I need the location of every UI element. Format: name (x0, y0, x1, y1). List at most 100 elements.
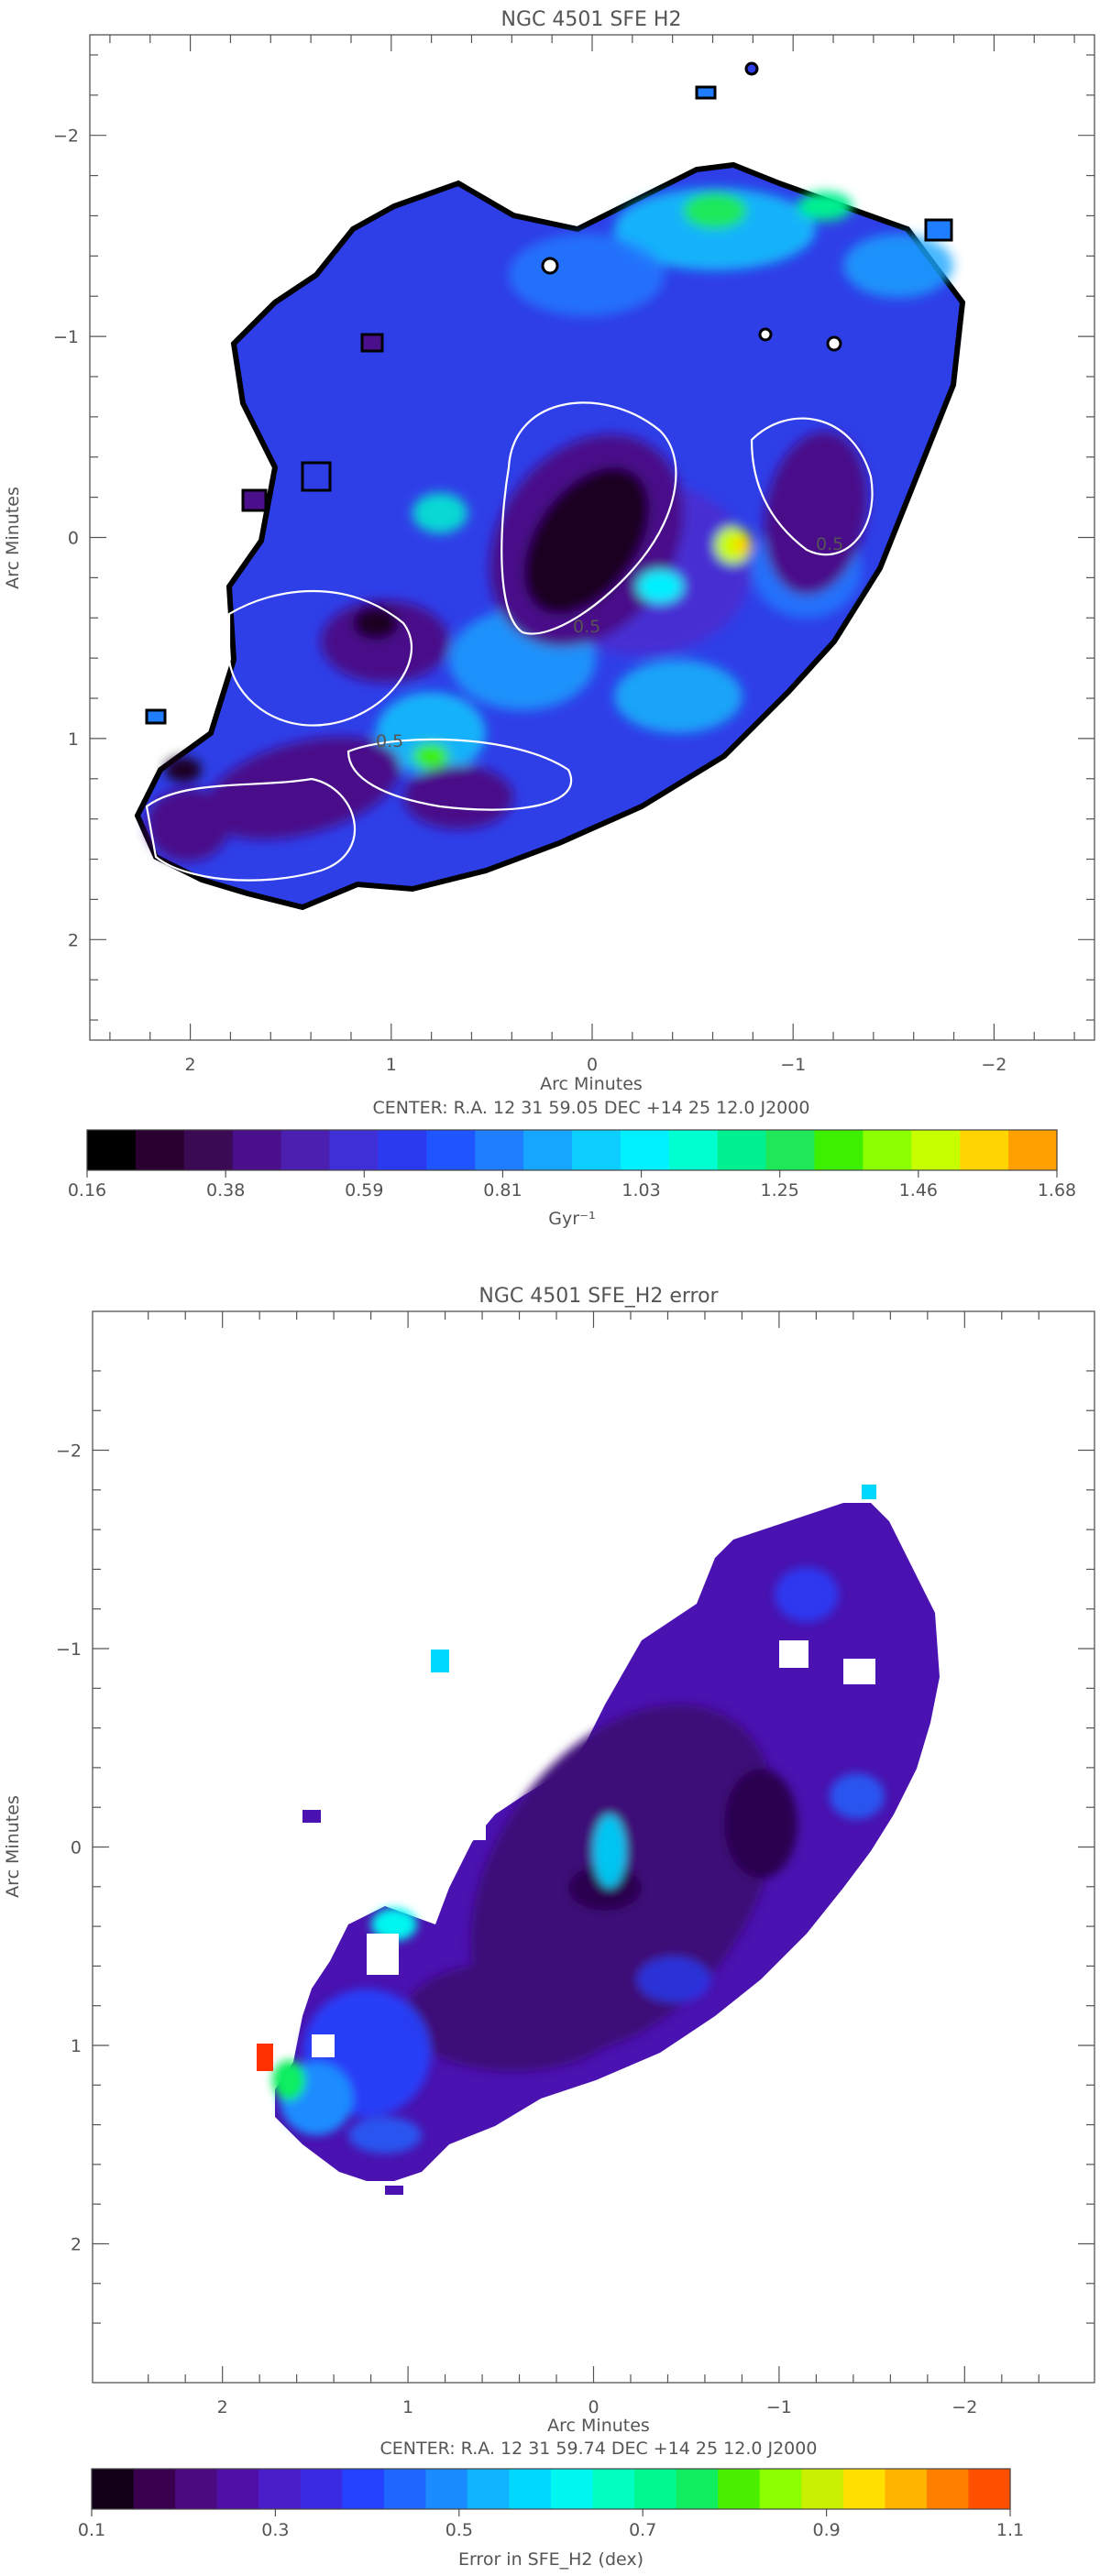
colorbar-swatch (572, 1130, 622, 1170)
sfe-error-image (257, 1485, 940, 2195)
y-tick-label: −2 (53, 126, 79, 147)
colorbar-tick-label: 0.81 (483, 1180, 522, 1200)
colorbar-swatch (425, 2469, 468, 2509)
x-tick-label: 1 (386, 1055, 397, 1075)
colorbar-swatch (523, 1130, 573, 1170)
y-tick-label: 1 (68, 729, 79, 750)
colorbar-swatch (960, 1130, 1009, 1170)
colorbar-swatch (258, 2469, 302, 2509)
colorbar-swatch (911, 1130, 961, 1170)
sfe-colorbar-label: Gyr⁻¹ (548, 1209, 595, 1229)
colorbar-swatch (1008, 1130, 1058, 1170)
colorbar-tick-label: 0.7 (629, 2520, 656, 2540)
colorbar-swatch (759, 2469, 802, 2509)
sfe-error-xlabel: Arc Minutes (547, 2416, 650, 2436)
colorbar-tick-label: 0.38 (206, 1180, 245, 1200)
colorbar-swatch (475, 1130, 524, 1170)
sfe-map-islands (145, 61, 953, 725)
colorbar-swatch (634, 2469, 677, 2509)
sfe-error-colorbar (92, 2469, 1011, 2509)
colorbar-swatch (814, 1130, 864, 1170)
colorbar-swatch (717, 1130, 767, 1170)
colorbar-swatch (509, 2469, 552, 2509)
y-tick-label: 1 (71, 2036, 82, 2056)
colorbar-swatch (885, 2469, 928, 2509)
sfe-map-ylabel: Arc Minutes (3, 487, 23, 589)
colorbar-swatch (863, 1130, 912, 1170)
colorbar-tick-label: 0.16 (68, 1180, 106, 1200)
sfe-error-colorbar-tick-labels: 0.1 0.3 0.5 0.7 0.9 1.1 (78, 2509, 1024, 2540)
x-tick-label: −1 (780, 1055, 806, 1075)
colorbar-tick-label: 1.68 (1038, 1180, 1076, 1200)
sfe-map-tick-labels: 2 1 0 −1 −2 −2 −1 0 1 2 (53, 126, 1006, 1075)
colorbar-tick-label: 0.1 (78, 2520, 105, 2540)
y-tick-label: −1 (56, 1639, 82, 1660)
colorbar-swatch (926, 2469, 970, 2509)
sfe-contour-label: 0.5 (816, 534, 843, 554)
sfe-error-colorbar-label: Error in SFE_H2 (dex) (458, 2549, 644, 2570)
colorbar-swatch (718, 2469, 761, 2509)
x-tick-label: 1 (402, 2397, 413, 2417)
x-tick-label: −1 (766, 2397, 792, 2417)
colorbar-swatch (135, 1130, 185, 1170)
sfe-error-title: NGC 4501 SFE_H2 error (478, 1285, 719, 1308)
colorbar-swatch (133, 2469, 176, 2509)
colorbar-tick-label: 0.5 (446, 2520, 473, 2540)
sfe-contour-label: 0.5 (376, 731, 403, 751)
sfe-error-islands (257, 1485, 876, 2195)
x-tick-label: 0 (588, 2397, 599, 2417)
y-tick-label: 0 (68, 529, 79, 549)
sfe-error-panel: NGC 4501 SFE_H2 error (3, 1285, 1095, 2570)
x-tick-label: −2 (981, 1055, 1006, 1075)
sfe-intensity-blobs (147, 188, 953, 861)
colorbar-swatch (300, 2469, 343, 2509)
colorbar-swatch (765, 1130, 816, 1170)
colorbar-swatch (551, 2469, 594, 2509)
colorbar-tick-label: 0.59 (345, 1180, 383, 1200)
colorbar-swatch (801, 2469, 844, 2509)
colorbar-swatch (676, 2469, 719, 2509)
colorbar-swatch (426, 1130, 476, 1170)
sfe-error-holes (312, 1567, 875, 2057)
colorbar-swatch (216, 2469, 259, 2509)
sfe-map-ticks (90, 35, 1094, 1040)
y-tick-label: 2 (68, 930, 79, 950)
colorbar-tick-label: 0.9 (812, 2520, 840, 2540)
sfe-map-image (134, 61, 966, 911)
sfe-error-ticks (93, 1311, 1094, 2383)
sfe-error-center: CENTER: R.A. 12 31 59.74 DEC +14 25 12.0… (380, 2439, 818, 2459)
sfe-contour-lines (145, 401, 874, 882)
colorbar-swatch (87, 1130, 137, 1170)
colorbar-swatch (280, 1130, 331, 1170)
sfe-map-title: NGC 4501 SFE H2 (501, 8, 682, 31)
y-tick-label: −1 (53, 327, 79, 347)
sfe-error-colorbar-frame (91, 2468, 1011, 2510)
x-tick-label: 0 (587, 1055, 598, 1075)
colorbar-swatch (467, 2469, 511, 2509)
colorbar-tick-label: 1.03 (622, 1180, 660, 1200)
sfe-map-xlabel: Arc Minutes (540, 1074, 643, 1094)
sfe-colorbar-frame (86, 1129, 1058, 1171)
y-tick-label: 0 (71, 1838, 82, 1858)
colorbar-swatch (378, 1130, 427, 1170)
y-tick-label: −2 (56, 1441, 82, 1462)
colorbar-swatch (383, 2469, 426, 2509)
colorbar-swatch (842, 2469, 886, 2509)
sfe-error-blobs (272, 1567, 885, 2154)
colorbar-tick-label: 0.3 (261, 2520, 289, 2540)
colorbar-swatch (342, 2469, 385, 2509)
colorbar-swatch (668, 1130, 719, 1170)
colorbar-tick-label: 1.46 (899, 1180, 938, 1200)
colorbar-tick-label: 1.1 (996, 2520, 1024, 2540)
colorbar-swatch (620, 1130, 670, 1170)
x-tick-label: 2 (217, 2397, 228, 2417)
sfe-colorbar (87, 1130, 1058, 1170)
colorbar-swatch (968, 2469, 1011, 2509)
colorbar-swatch (175, 2469, 218, 2509)
sfe-map-panel: NGC 4501 SFE H2 (3, 8, 1095, 1229)
x-tick-label: 2 (185, 1055, 196, 1075)
sfe-colorbar-tick-labels: 0.16 0.38 0.59 0.81 1.03 1.25 1.46 1.68 (68, 1170, 1076, 1200)
colorbar-tick-label: 1.25 (761, 1180, 799, 1200)
sfe-error-tick-labels: 2 1 0 −1 −2 −2 −1 0 1 2 (56, 1441, 977, 2417)
